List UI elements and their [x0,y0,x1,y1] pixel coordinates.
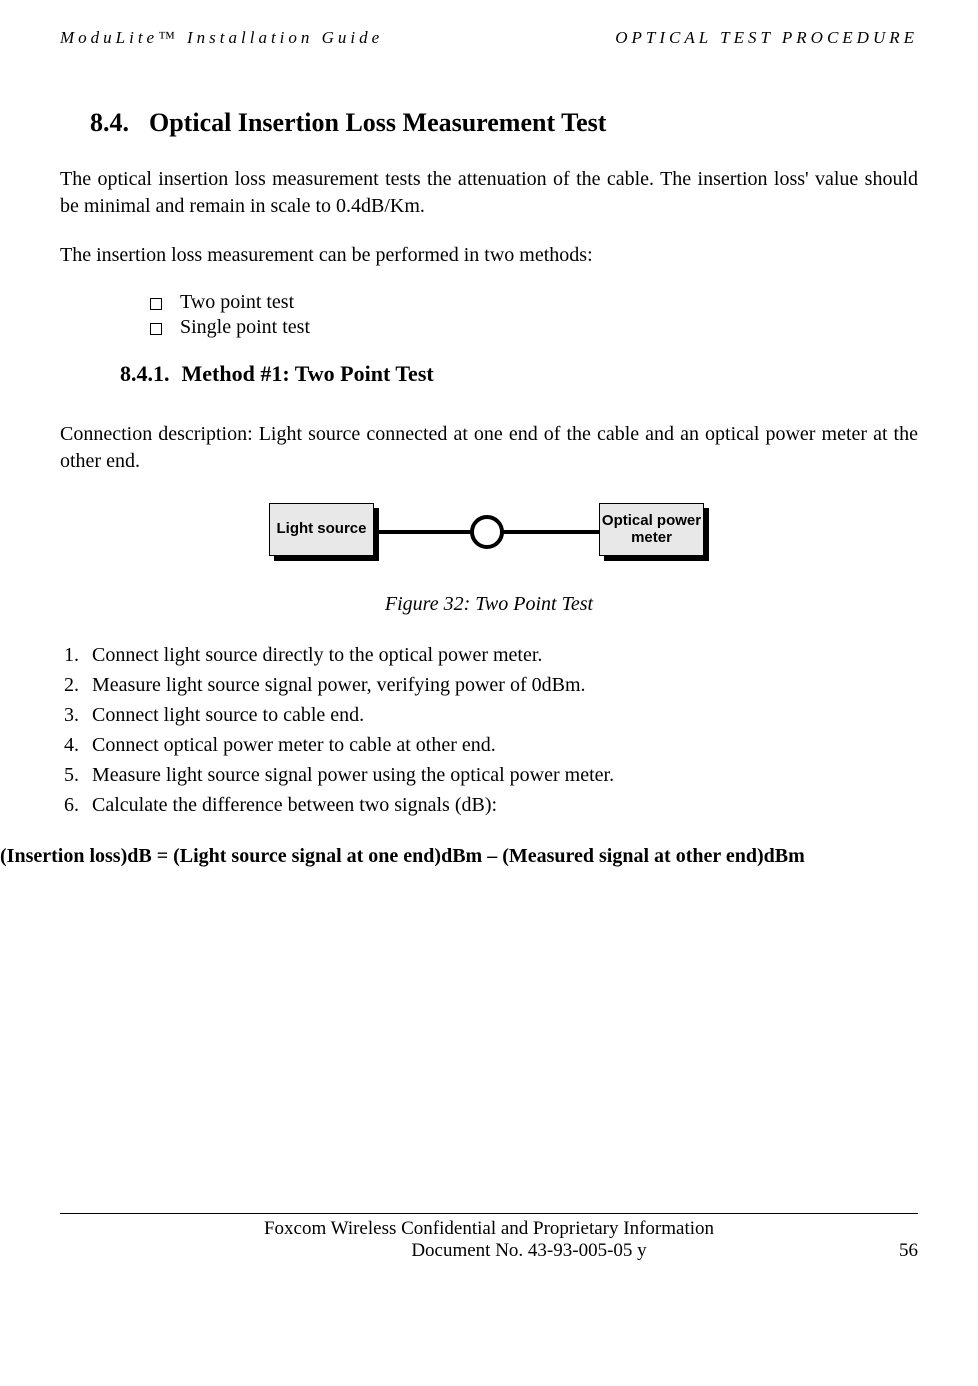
diagram-left-box: Light source [269,503,379,561]
figure-caption: Figure 32: Two Point Test [60,593,918,616]
list-item: 6.Calculate the difference between two s… [64,794,918,817]
list-item: 1.Connect light source directly to the o… [64,644,918,667]
left-box-label: Light source [276,521,366,538]
diagram: Light source Optical power meter [60,497,918,567]
section-title-text: Optical Insertion Loss Measurement Test [149,108,606,137]
list-item: 3.Connect light source to cable end. [64,704,918,727]
footer-confidential: Foxcom Wireless Confidential and Proprie… [60,1218,918,1240]
step-text: Calculate the difference between two sig… [92,794,497,817]
diagram-connector [379,503,599,561]
connector-circle-icon [470,515,504,549]
page-header: ModuLite™ Installation Guide OPTICAL TES… [60,28,918,48]
connection-description: Connection description: Light source con… [60,421,918,475]
right-box-label: Optical power meter [600,513,703,546]
subsection-number: 8.4.1. [120,361,170,387]
steps-list: 1.Connect light source directly to the o… [64,644,918,817]
step-text: Connect light source directly to the opt… [92,644,542,667]
subsection-title-text: Method #1: Two Point Test [182,361,434,386]
bullet-text: Two point test [180,291,294,314]
methods-list: Two point test Single point test [150,291,918,339]
diagram-right-box: Optical power meter [599,503,709,561]
list-item: 2.Measure light source signal power, ver… [64,674,918,697]
intro-paragraph-2: The insertion loss measurement can be pe… [60,242,918,269]
step-text: Connect optical power meter to cable at … [92,734,496,757]
list-item: 4.Connect optical power meter to cable a… [64,734,918,757]
section-title: 8.4. Optical Insertion Loss Measurement T… [90,108,918,138]
list-item: Two point test [150,291,918,314]
step-text: Measure light source signal power using … [92,764,614,787]
step-text: Connect light source to cable end. [92,704,364,727]
square-bullet-icon [150,298,162,310]
header-left: ModuLite™ Installation Guide [60,28,383,48]
footer-doc-number: Document No. 43-93-005-05 y [60,1240,878,1262]
section-number: 8.4. [90,108,129,138]
formula: (Insertion loss)dB = (Light source signa… [0,845,978,868]
square-bullet-icon [150,323,162,335]
list-item: Single point test [150,316,918,339]
page-footer: Foxcom Wireless Confidential and Proprie… [60,1213,918,1262]
header-right: OPTICAL TEST PROCEDURE [615,28,918,48]
bullet-text: Single point test [180,316,310,339]
list-item: 5.Measure light source signal power usin… [64,764,918,787]
intro-paragraph-1: The optical insertion loss measurement t… [60,166,918,220]
step-text: Measure light source signal power, verif… [92,674,586,697]
subsection-title: 8.4.1. Method #1: Two Point Test [120,361,918,387]
footer-page-number: 56 [878,1240,918,1262]
